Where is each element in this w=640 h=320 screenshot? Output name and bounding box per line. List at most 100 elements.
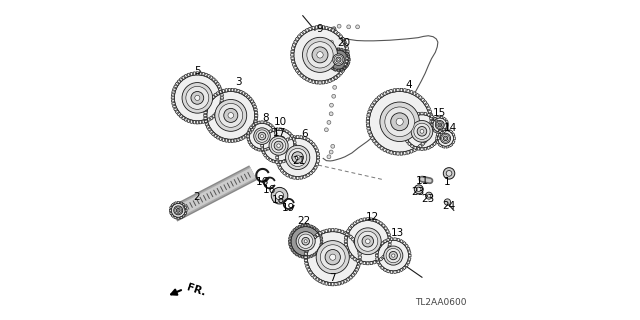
- Polygon shape: [436, 116, 439, 118]
- Polygon shape: [179, 114, 183, 118]
- Polygon shape: [182, 215, 186, 218]
- Polygon shape: [182, 76, 185, 80]
- Polygon shape: [228, 88, 230, 92]
- Polygon shape: [172, 94, 175, 96]
- Circle shape: [445, 138, 447, 139]
- Polygon shape: [383, 92, 387, 96]
- Polygon shape: [173, 88, 176, 91]
- Polygon shape: [316, 277, 319, 282]
- Polygon shape: [305, 262, 308, 265]
- Polygon shape: [425, 136, 429, 140]
- Polygon shape: [408, 117, 411, 120]
- Polygon shape: [388, 243, 391, 246]
- Polygon shape: [394, 271, 396, 273]
- Polygon shape: [433, 117, 436, 120]
- Polygon shape: [322, 26, 324, 29]
- Polygon shape: [355, 268, 358, 272]
- Circle shape: [356, 25, 360, 29]
- Polygon shape: [343, 67, 346, 70]
- Polygon shape: [417, 112, 420, 115]
- Circle shape: [433, 118, 447, 132]
- Polygon shape: [247, 138, 250, 141]
- Circle shape: [378, 240, 408, 271]
- Circle shape: [292, 152, 302, 163]
- Polygon shape: [386, 250, 389, 253]
- Text: 24: 24: [442, 201, 456, 211]
- Polygon shape: [331, 77, 335, 81]
- Polygon shape: [177, 202, 179, 204]
- Polygon shape: [205, 123, 209, 126]
- Circle shape: [307, 42, 333, 68]
- Polygon shape: [417, 147, 420, 150]
- Circle shape: [304, 240, 307, 243]
- Polygon shape: [305, 256, 307, 259]
- Polygon shape: [435, 120, 438, 123]
- Circle shape: [428, 194, 431, 197]
- Circle shape: [219, 103, 243, 127]
- Polygon shape: [346, 50, 349, 53]
- Polygon shape: [187, 119, 190, 123]
- Polygon shape: [306, 138, 310, 141]
- Polygon shape: [319, 234, 322, 236]
- Polygon shape: [344, 231, 347, 235]
- Polygon shape: [253, 105, 257, 108]
- Polygon shape: [332, 283, 334, 286]
- Polygon shape: [217, 108, 221, 111]
- Polygon shape: [319, 246, 322, 249]
- Polygon shape: [302, 30, 306, 34]
- Circle shape: [271, 188, 288, 204]
- Circle shape: [332, 59, 336, 63]
- Polygon shape: [340, 230, 344, 234]
- Polygon shape: [346, 277, 350, 282]
- Polygon shape: [254, 120, 257, 123]
- Polygon shape: [424, 147, 427, 150]
- Polygon shape: [341, 69, 345, 73]
- Polygon shape: [216, 92, 220, 95]
- Polygon shape: [358, 256, 362, 258]
- Polygon shape: [252, 125, 255, 129]
- Polygon shape: [408, 254, 411, 257]
- Polygon shape: [431, 127, 434, 130]
- Polygon shape: [390, 238, 393, 241]
- Circle shape: [263, 130, 294, 161]
- Polygon shape: [302, 76, 306, 80]
- Polygon shape: [328, 79, 332, 83]
- Polygon shape: [387, 246, 390, 250]
- Polygon shape: [209, 116, 213, 120]
- Polygon shape: [190, 120, 193, 124]
- Polygon shape: [271, 126, 275, 129]
- Polygon shape: [421, 142, 425, 146]
- Polygon shape: [320, 243, 323, 246]
- Polygon shape: [206, 125, 210, 129]
- Polygon shape: [340, 281, 344, 284]
- Polygon shape: [308, 27, 312, 31]
- Polygon shape: [366, 117, 370, 120]
- Circle shape: [369, 92, 430, 152]
- Circle shape: [228, 113, 234, 118]
- Text: 20: 20: [337, 38, 350, 48]
- Polygon shape: [346, 57, 349, 60]
- Polygon shape: [204, 117, 207, 120]
- Polygon shape: [193, 121, 196, 124]
- Polygon shape: [387, 233, 390, 236]
- Polygon shape: [172, 102, 175, 105]
- Circle shape: [177, 210, 179, 211]
- Polygon shape: [344, 243, 348, 246]
- Polygon shape: [344, 63, 348, 67]
- Polygon shape: [343, 49, 346, 52]
- Polygon shape: [428, 110, 432, 113]
- Polygon shape: [312, 142, 316, 146]
- Circle shape: [347, 220, 388, 262]
- Text: 12: 12: [366, 212, 379, 222]
- Polygon shape: [214, 112, 218, 116]
- Polygon shape: [220, 102, 223, 105]
- Polygon shape: [378, 264, 381, 267]
- Polygon shape: [373, 219, 376, 222]
- Polygon shape: [436, 137, 440, 140]
- Polygon shape: [177, 112, 181, 116]
- Polygon shape: [330, 67, 333, 70]
- Polygon shape: [204, 108, 208, 111]
- Polygon shape: [333, 48, 337, 51]
- Polygon shape: [328, 52, 332, 55]
- Text: 21: 21: [292, 156, 306, 166]
